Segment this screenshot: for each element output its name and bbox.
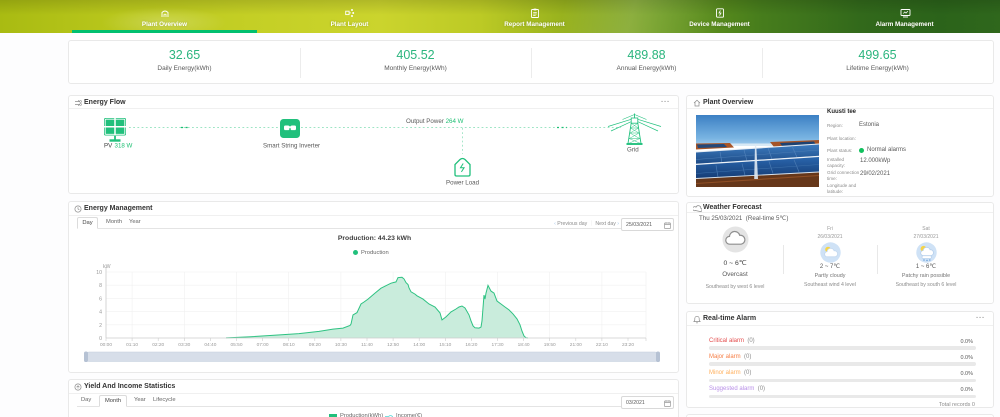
svg-text:318 W: 318 W (115, 143, 133, 150)
svg-text:04:40: 04:40 (204, 342, 216, 348)
svg-text:Output Power 264 W: Output Power 264 W (406, 118, 464, 125)
svg-text:12:50: 12:50 (387, 342, 399, 348)
svg-text:14:00: 14:00 (413, 342, 425, 348)
svg-text:PV: PV (104, 143, 113, 150)
svg-text:05:50: 05:50 (230, 342, 242, 348)
svg-text:00:00: 00:00 (100, 342, 112, 348)
svg-text:02:20: 02:20 (152, 342, 164, 348)
svg-text:09:20: 09:20 (309, 342, 321, 348)
svg-text:Grid: Grid (627, 147, 639, 154)
svg-text:23:20: 23:20 (622, 342, 634, 348)
svg-text:10:30: 10:30 (335, 342, 347, 348)
svg-text:08:10: 08:10 (283, 342, 295, 348)
svg-text:kW: kW (103, 264, 111, 270)
svg-text:16:20: 16:20 (465, 342, 477, 348)
svg-text:17:30: 17:30 (491, 342, 503, 348)
svg-text:8: 8 (99, 283, 102, 289)
svg-text:2: 2 (99, 323, 102, 329)
svg-text:03:30: 03:30 (178, 342, 190, 348)
svg-text:01:10: 01:10 (126, 342, 138, 348)
svg-text:15:10: 15:10 (439, 342, 451, 348)
svg-text:21:00: 21:00 (570, 342, 582, 348)
svg-text:Smart String Inverter: Smart String Inverter (263, 143, 320, 150)
svg-text:07:00: 07:00 (257, 342, 269, 348)
svg-text:6: 6 (99, 296, 102, 302)
svg-text:0: 0 (99, 336, 102, 342)
svg-text:4: 4 (99, 310, 102, 316)
svg-text:10: 10 (96, 270, 102, 276)
svg-text:Power Load: Power Load (446, 180, 480, 187)
svg-text:22:10: 22:10 (596, 342, 608, 348)
svg-text:19:50: 19:50 (544, 342, 556, 348)
svg-text:11:40: 11:40 (361, 342, 373, 348)
svg-text:18:40: 18:40 (518, 342, 530, 348)
